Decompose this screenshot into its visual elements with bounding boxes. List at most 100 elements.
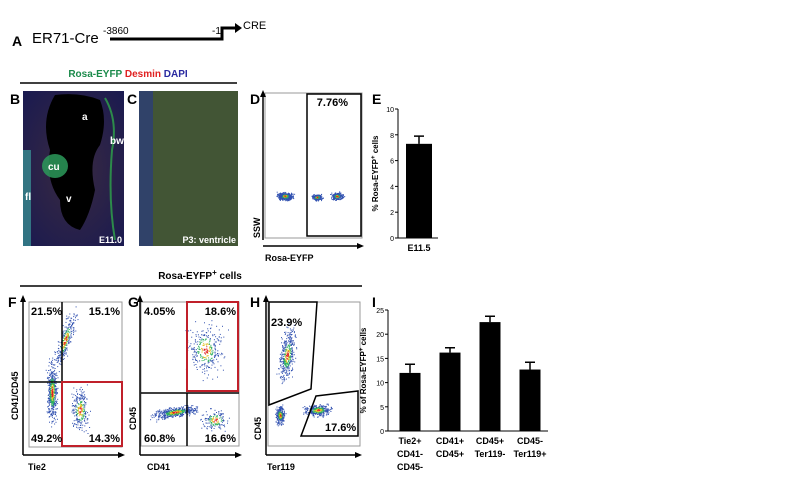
scatter-dot (54, 419, 56, 421)
scatter-dot (222, 413, 224, 415)
scatter-dot (193, 348, 195, 350)
scatter-dot (156, 419, 158, 421)
scatter-dot (213, 428, 215, 429)
scatter-dot (51, 366, 53, 368)
scatter-dot (169, 414, 171, 416)
ylabel-d: SSW (252, 217, 262, 238)
scatter-dot (80, 397, 81, 399)
scatter-dot (288, 200, 290, 202)
scatter-dot (183, 412, 185, 414)
scatter-dot (160, 411, 162, 413)
scatter-dot (65, 348, 67, 350)
scatter-dot (291, 193, 292, 195)
scatter-dot (215, 336, 217, 338)
scatter-dot (62, 325, 64, 327)
scatter-dot (70, 337, 72, 339)
scatter-dot (169, 411, 171, 413)
scatter-dot (201, 330, 203, 332)
scatter-dot (48, 388, 50, 390)
scatter-dot (68, 329, 70, 330)
scatter-dot (78, 412, 79, 414)
scatter-dot (197, 406, 199, 408)
scatter-dot (283, 363, 285, 365)
scatter-dot (216, 424, 218, 426)
scatter-dot (311, 413, 313, 415)
scatter-dot (282, 408, 284, 409)
scatter-dot (319, 195, 321, 196)
scatter-dot (315, 405, 317, 407)
scatter-dot (192, 405, 194, 407)
scatter-dot (322, 407, 324, 409)
scatter-dot (175, 409, 177, 410)
scatter-dot (55, 400, 57, 402)
scatter-dot (216, 325, 218, 327)
scatter-dot (66, 347, 68, 349)
scatter-dot (165, 410, 167, 412)
scatter-dot (210, 357, 212, 359)
scatter-dot (49, 410, 51, 412)
scatter-dot (52, 394, 54, 396)
scatter-dot (279, 411, 281, 413)
scatter-dot (279, 197, 281, 199)
scatter-dot (202, 364, 204, 366)
scatter-dot (48, 394, 50, 396)
scatter-dot (212, 334, 214, 336)
scatter-dot (204, 334, 206, 336)
scatter-dot (217, 417, 219, 419)
scatter-dot (200, 354, 202, 355)
scatter-dot (338, 198, 340, 200)
scatter-dot (303, 413, 305, 415)
scatter-dot (73, 425, 74, 427)
scatter-dot (281, 368, 283, 370)
y-axis-label: % Rosa-EYFP+ cells (371, 135, 380, 212)
scatter-dot (287, 368, 289, 369)
scatter-dot (280, 377, 282, 379)
scatter-dot (282, 375, 284, 377)
scatter-dot (292, 340, 294, 342)
scatter-dot (313, 408, 315, 410)
scatter-dot (159, 413, 161, 415)
scatter-dot (342, 194, 344, 196)
scatter-dot (54, 423, 56, 425)
scatter-dot (85, 430, 87, 432)
scatter-dot (54, 383, 56, 385)
scatter-dot (156, 410, 158, 412)
scatter-dot (62, 340, 64, 341)
scatter-dot (55, 412, 57, 414)
scatter-dot (283, 380, 285, 382)
scatter-dot (303, 412, 305, 414)
scatter-dot (55, 396, 57, 398)
scatter-dot (289, 341, 291, 343)
scatter-dot (80, 402, 81, 404)
scatter-dot (335, 197, 337, 199)
scatter-dot (204, 359, 206, 360)
scatter-dot (66, 342, 67, 344)
scatter-dot (217, 350, 219, 352)
scatter-dot (151, 417, 153, 419)
scatter-dot (51, 399, 53, 401)
scatter-dot (176, 407, 178, 409)
scatter-dot (51, 372, 52, 374)
scatter-dot (52, 388, 54, 390)
scatter-dot (212, 350, 214, 352)
scatter-dot (208, 367, 210, 369)
scatter-dot (313, 413, 314, 415)
scatter-dot (60, 357, 62, 359)
scatter-dot (74, 415, 76, 417)
promoter-line (110, 26, 236, 41)
scatter-dot (327, 411, 329, 413)
scatter-dot (76, 391, 78, 393)
scatter-dot (195, 410, 197, 412)
scatter-dot (166, 411, 168, 413)
scatter-dot (51, 362, 53, 364)
scatter-dot (290, 360, 292, 361)
scatter-dot (58, 355, 60, 356)
scatter-dot (335, 197, 337, 199)
label-v: v (66, 194, 72, 205)
quadrant-ll-g: 60.8% (144, 433, 175, 445)
scatter-dot (54, 374, 56, 376)
scatter-dot (278, 195, 280, 197)
scatter-dot (50, 403, 52, 405)
scatter-dot (183, 409, 185, 411)
scatter-dot (51, 407, 53, 409)
